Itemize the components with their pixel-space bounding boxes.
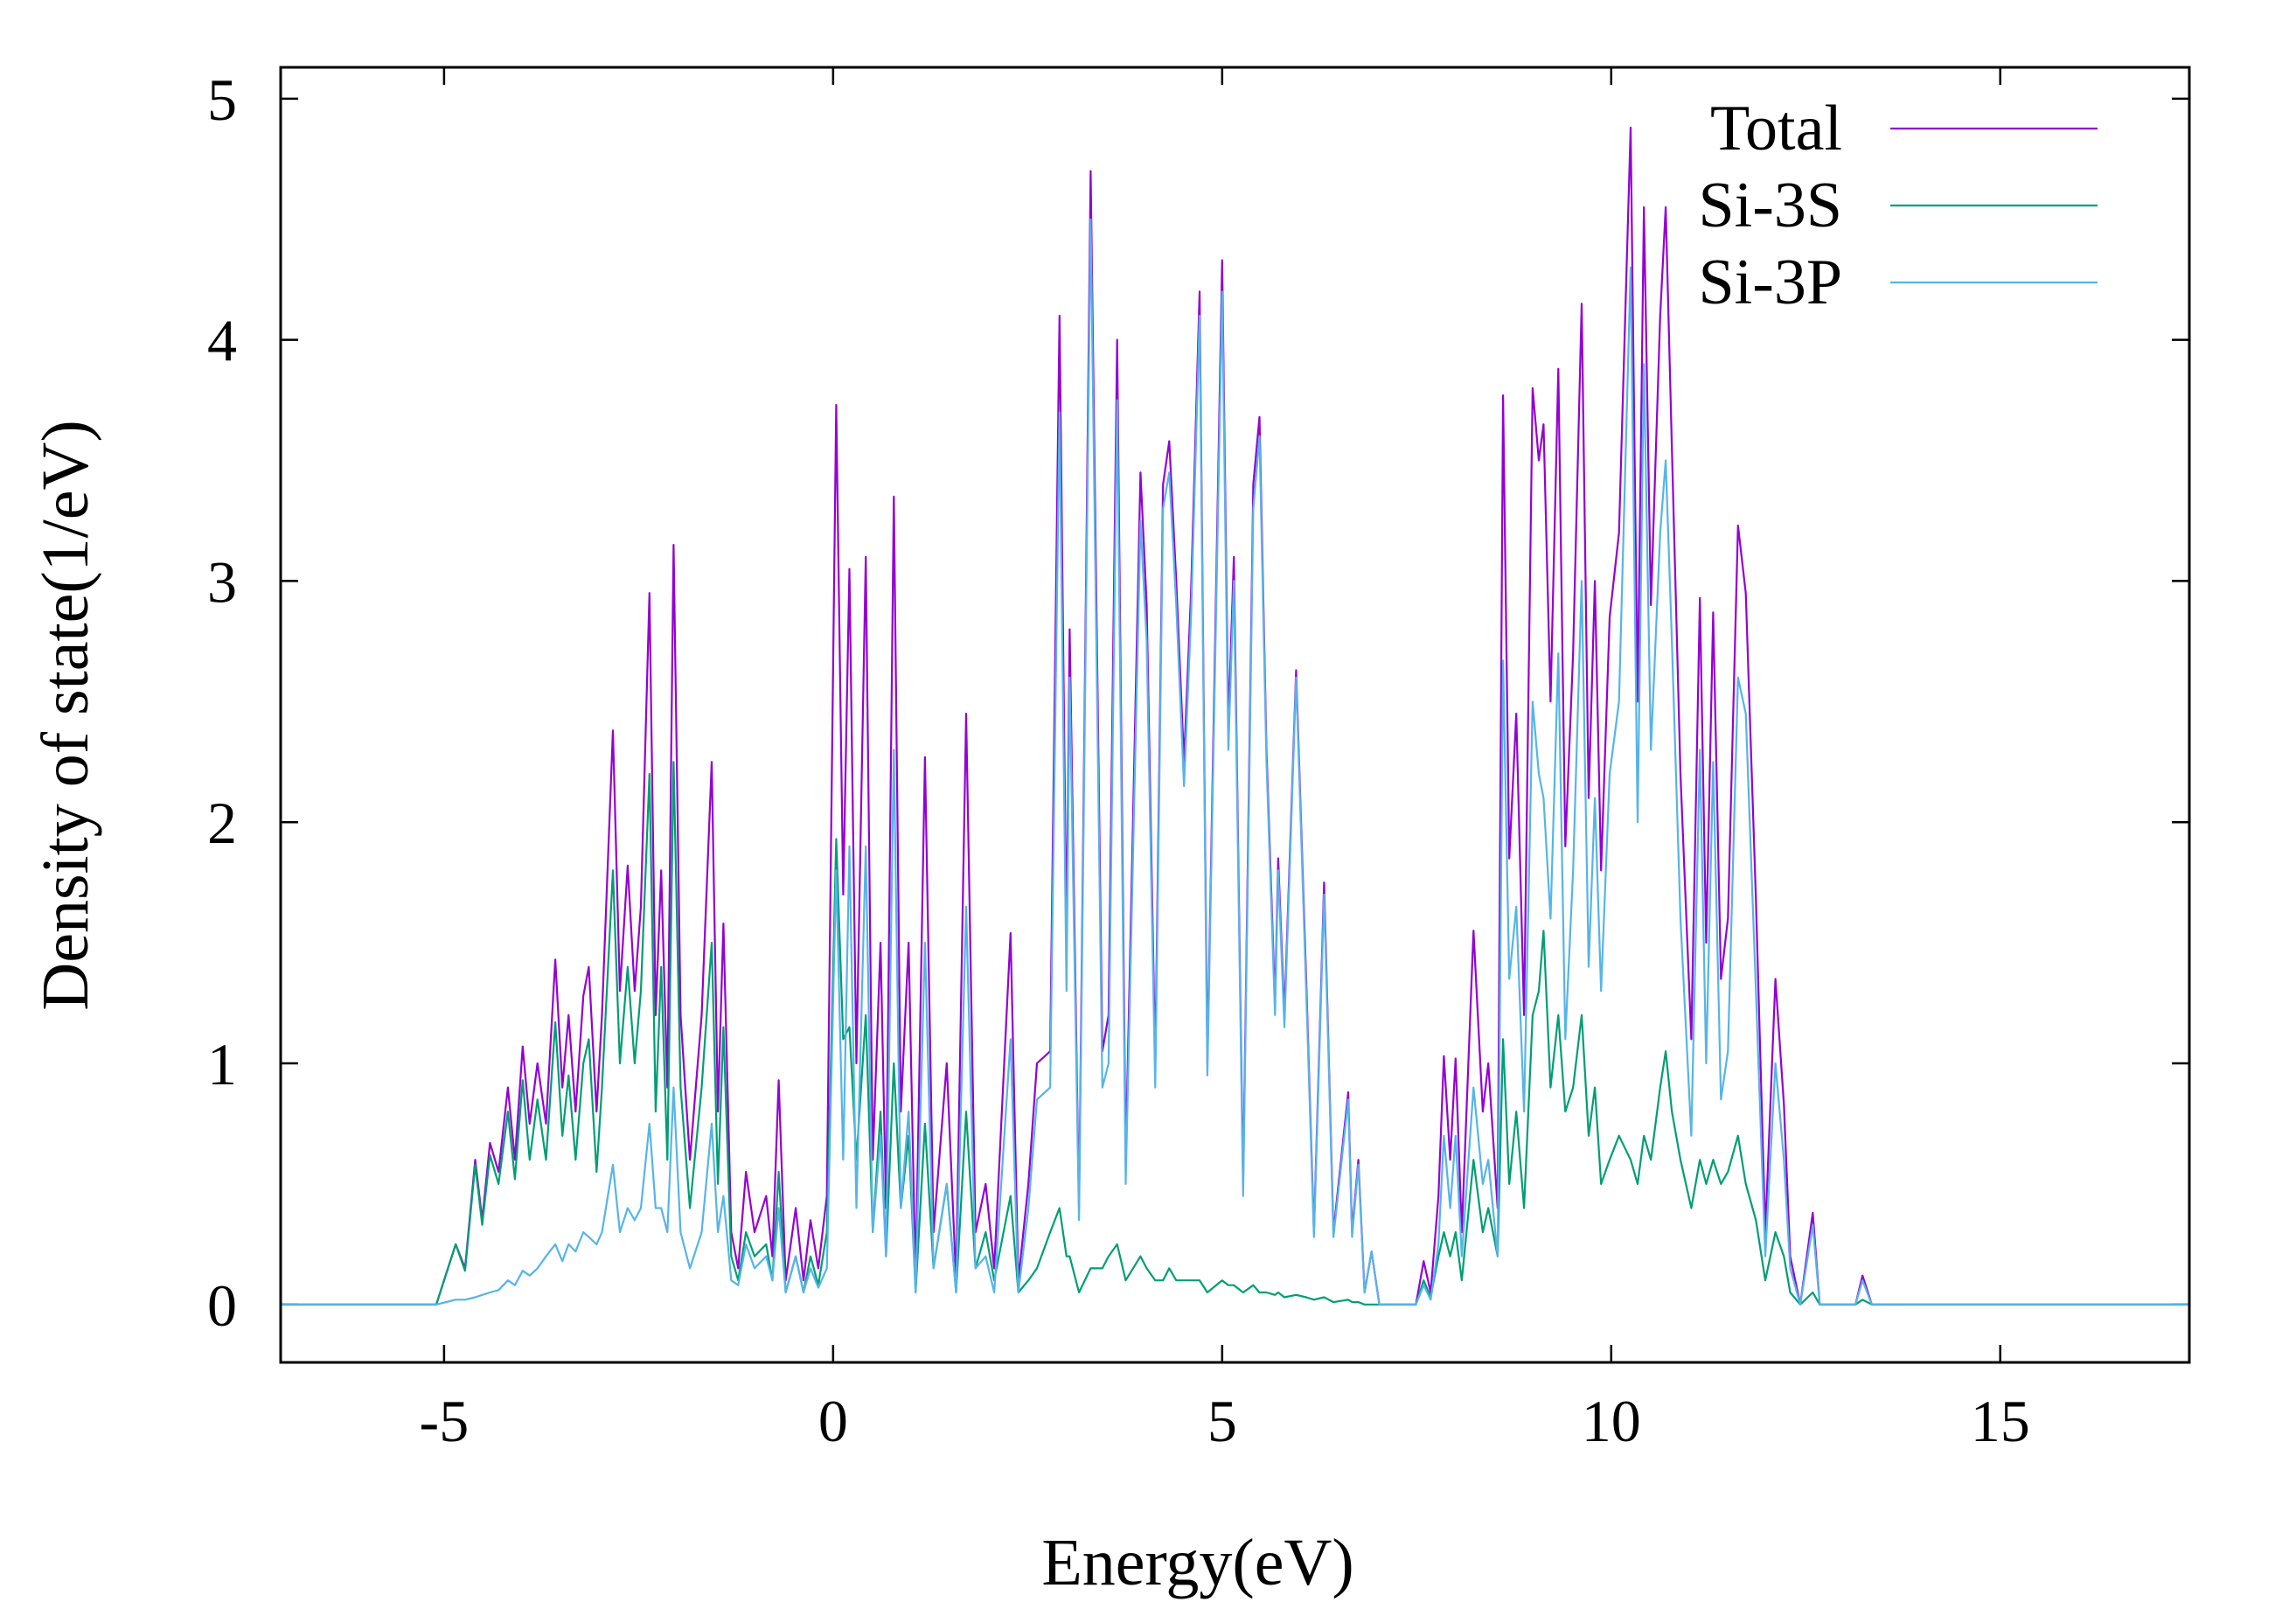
plot-frame [279, 66, 2191, 1364]
x-tick-label: 15 [1971, 1388, 2030, 1454]
y-tick-label: 5 [207, 66, 237, 133]
x-axis-label: Energy(eV) [1041, 1526, 1353, 1599]
legend-label: Si-3P [1698, 247, 1842, 318]
y-axis-label: Density of state(1/eV) [29, 420, 102, 1010]
x-tick-label: 5 [1207, 1388, 1237, 1454]
y-tick-label: 3 [207, 548, 237, 615]
y-tick-label: 2 [207, 790, 237, 856]
legend-label: Si-3S [1698, 170, 1842, 241]
series-line [281, 761, 2189, 1306]
y-tick-label: 4 [207, 308, 237, 374]
x-tick-label: -5 [420, 1388, 470, 1454]
x-tick-label: 0 [818, 1388, 848, 1454]
series-line [281, 126, 2189, 1306]
y-tick-label: 1 [207, 1031, 237, 1097]
y-tick-label: 0 [207, 1272, 237, 1339]
x-tick-label: 10 [1582, 1388, 1641, 1454]
legend-label: Total [1710, 93, 1842, 164]
series-line [281, 218, 2189, 1306]
